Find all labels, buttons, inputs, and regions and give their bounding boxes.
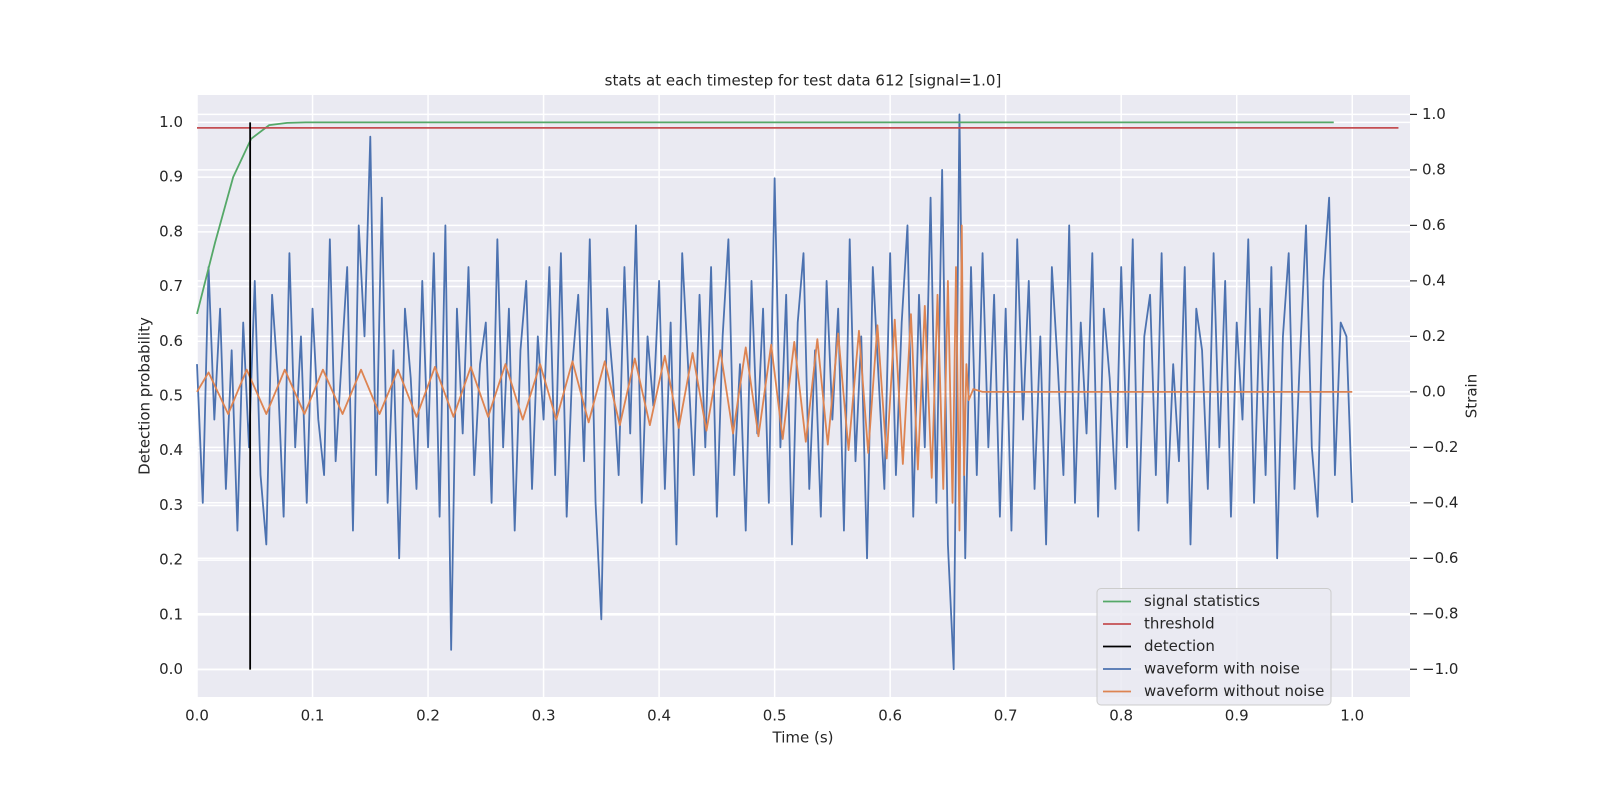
legend: signal statistics threshold detection wavef… [1096, 588, 1332, 706]
y-tick-label: 0.1 [159, 605, 183, 623]
y2-tick-label: 0.4 [1422, 271, 1446, 289]
chart-title: stats at each timestep for test data 612… [605, 72, 1002, 90]
y2-tick-label: −0.2 [1422, 438, 1458, 456]
x-tick-label: 0.9 [1225, 707, 1249, 725]
y-tick-label: 0.7 [159, 277, 183, 295]
legend-label: threshold [1144, 615, 1215, 633]
y-tick-label: 0.8 [159, 222, 183, 240]
x-tick-label: 0.0 [185, 707, 209, 725]
y2-tick-label: −0.8 [1422, 604, 1458, 622]
y-axis-label: Detection probability [136, 317, 154, 475]
y-tick-label: 0.3 [159, 496, 183, 514]
y-tick-label: 0.4 [159, 441, 183, 459]
x-tick-label: 0.2 [416, 707, 440, 725]
x-tick-label: 1.0 [1340, 707, 1364, 725]
x-tick-label: 0.8 [1109, 707, 1133, 725]
x-tick-label: 0.4 [647, 707, 671, 725]
y2-axis-label: Strain [1463, 374, 1481, 418]
series-line [196, 121, 1334, 315]
legend-label: waveform without noise [1144, 682, 1324, 700]
legend-label: waveform with noise [1144, 660, 1300, 678]
y2-tick-label: 0.6 [1422, 216, 1446, 234]
legend-label: signal statistics [1144, 592, 1260, 610]
legend-label: detection [1144, 637, 1215, 655]
y-tick-label: 0.6 [159, 332, 183, 350]
x-tick-label: 0.7 [994, 707, 1018, 725]
y-tick-label: 0.9 [159, 168, 183, 186]
x-tick-label: 0.1 [301, 707, 325, 725]
ticks: 0.0 0.1 0.2 0.3 0.4 0.5 0.6 0.7 0.8 0.9 1.0 0.0 0.1 0… [159, 105, 1458, 725]
lines [196, 113, 1399, 671]
y-tick-label: 0.5 [159, 387, 183, 405]
y2-tick-label: −0.6 [1422, 549, 1458, 567]
y2-tick-label: −1.0 [1422, 660, 1458, 678]
y2-tick-label: 0.8 [1422, 160, 1446, 178]
y2-tick-label: 0.0 [1422, 382, 1446, 400]
series-line [196, 224, 1353, 532]
y-tick-label: 0.2 [159, 551, 183, 569]
x-tick-label: 0.5 [763, 707, 787, 725]
y2-tick-label: 0.2 [1422, 327, 1446, 345]
y-tick-label: 0.0 [159, 660, 183, 678]
x-axis-label: Time (s) [772, 729, 834, 747]
x-tick-label: 0.6 [878, 707, 902, 725]
y2-tick-label: −0.4 [1422, 493, 1458, 511]
series-line [196, 113, 1354, 671]
y-tick-label: 1.0 [159, 113, 183, 131]
y2-tick-label: 1.0 [1422, 105, 1446, 123]
legend-box [1096, 588, 1332, 706]
x-tick-label: 0.3 [532, 707, 556, 725]
